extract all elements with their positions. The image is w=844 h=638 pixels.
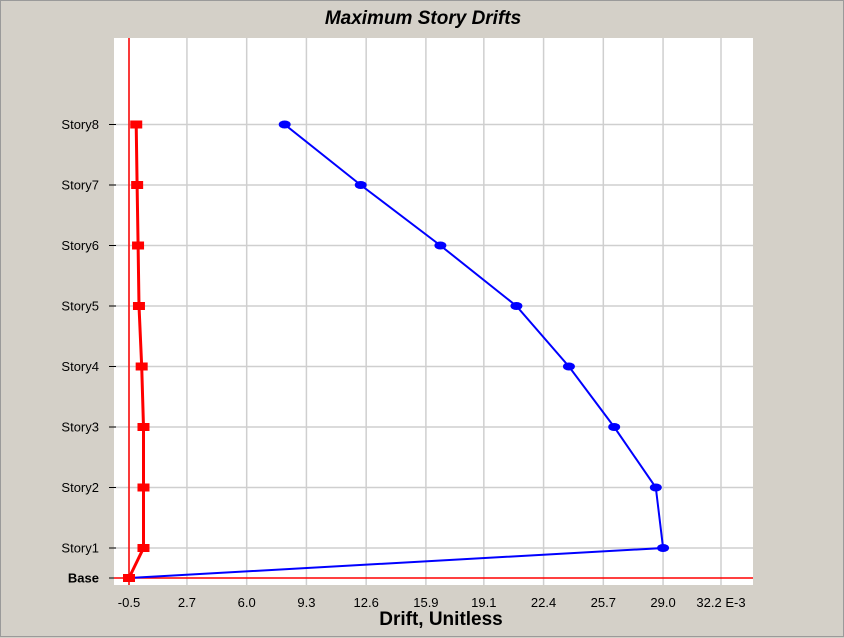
- series-group: [123, 120, 670, 582]
- series-2-point: [137, 423, 150, 431]
- series-2-point: [137, 483, 150, 492]
- series-2-point: [130, 120, 143, 129]
- series-1-point: [278, 120, 291, 129]
- y-tick-label: Story7: [61, 178, 99, 193]
- x-tick-label: 22.4: [531, 595, 556, 610]
- y-tick-label: Story1: [61, 541, 99, 556]
- x-tick-label: 6.0: [238, 595, 256, 610]
- series-2-point: [132, 241, 145, 250]
- y-tick-label: Base: [68, 571, 99, 586]
- series-2-point: [132, 302, 145, 310]
- series-1-point: [354, 181, 367, 189]
- series-2-point: [137, 544, 150, 552]
- series-1-point: [649, 483, 662, 492]
- x-tick-labels: -0.5 2.7 6.0 9.3 12.6 15.9 19.1 22.4 25.7 29.0 32.…: [118, 595, 746, 610]
- x-tick-label: 19.1: [471, 595, 496, 610]
- x-tick-label: 15.9: [413, 595, 438, 610]
- x-tick-label: 9.3: [297, 595, 315, 610]
- y-tick-label: Story3: [61, 420, 99, 435]
- x-tick-label: -0.5: [118, 595, 140, 610]
- x-tick-label: 2.7: [178, 595, 196, 610]
- y-tick-label: Story4: [61, 359, 99, 374]
- y-tick-label: Story8: [61, 117, 99, 132]
- x-axis-label: Drift, Unitless: [379, 609, 503, 630]
- series-2-point: [131, 181, 144, 189]
- series-1-point: [434, 241, 447, 250]
- series-1-point: [510, 302, 523, 310]
- x-tick-label: 12.6: [354, 595, 379, 610]
- reference-lines: [114, 38, 753, 585]
- y-tick-label: Story6: [61, 238, 99, 253]
- x-tick-label: 32.2 E-3: [696, 595, 745, 610]
- series-1-point: [562, 362, 575, 371]
- plot-area: [114, 38, 753, 585]
- series-1-point: [608, 423, 621, 431]
- series-2-point: [135, 362, 148, 371]
- y-tick-label: Story5: [61, 299, 99, 314]
- y-tick-labels: Base Story1 Story2 Story3 Story4 Story5 Story6…: [61, 117, 99, 586]
- y-tick-label: Story2: [61, 480, 99, 495]
- x-tick-label: 25.7: [591, 595, 616, 610]
- chart-title: Maximum Story Drifts: [324, 8, 522, 29]
- series-2-point: [123, 574, 135, 582]
- series-1-point: [657, 544, 670, 552]
- x-tick-label: 29.0: [650, 595, 675, 610]
